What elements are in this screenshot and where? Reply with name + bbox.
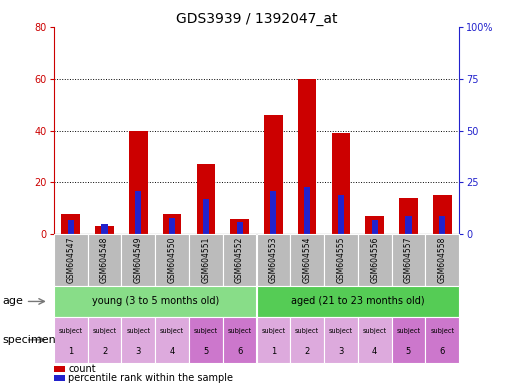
Bar — [264, 115, 283, 234]
Bar — [68, 220, 74, 234]
Bar — [62, 214, 80, 234]
Bar — [425, 234, 459, 286]
Bar — [54, 375, 65, 381]
Bar — [270, 191, 277, 234]
Bar — [304, 187, 310, 234]
Bar — [405, 215, 411, 234]
Text: GSM604553: GSM604553 — [269, 237, 278, 283]
Bar — [135, 191, 142, 234]
Bar — [236, 222, 243, 234]
Bar — [196, 164, 215, 234]
Bar — [298, 79, 317, 234]
Bar — [391, 317, 425, 363]
Text: 6: 6 — [440, 347, 445, 356]
Bar — [95, 227, 114, 234]
Bar — [155, 234, 189, 286]
Text: GSM604558: GSM604558 — [438, 237, 447, 283]
Text: subject: subject — [58, 328, 83, 334]
Text: GSM604556: GSM604556 — [370, 237, 379, 283]
Text: GSM604550: GSM604550 — [168, 237, 176, 283]
Text: GSM604552: GSM604552 — [235, 237, 244, 283]
Bar — [189, 317, 223, 363]
Text: subject: subject — [194, 328, 218, 334]
Bar — [290, 234, 324, 286]
Bar — [358, 234, 391, 286]
Bar — [365, 216, 384, 234]
Bar — [324, 234, 358, 286]
Text: 5: 5 — [203, 347, 208, 356]
Text: GSM604547: GSM604547 — [66, 237, 75, 283]
Text: GSM604549: GSM604549 — [134, 237, 143, 283]
Text: 2: 2 — [305, 347, 310, 356]
Bar — [256, 234, 290, 286]
Text: GSM604548: GSM604548 — [100, 237, 109, 283]
Bar — [122, 234, 155, 286]
Bar — [338, 195, 344, 234]
Bar — [371, 220, 378, 234]
Bar — [54, 234, 88, 286]
Bar — [54, 317, 88, 363]
Text: young (3 to 5 months old): young (3 to 5 months old) — [91, 296, 219, 306]
Bar — [163, 214, 182, 234]
Text: age: age — [3, 296, 24, 306]
Bar — [256, 317, 290, 363]
Bar — [425, 317, 459, 363]
Text: 3: 3 — [338, 347, 344, 356]
Bar — [102, 224, 108, 234]
Bar — [129, 131, 148, 234]
Bar — [122, 317, 155, 363]
Text: aged (21 to 23 months old): aged (21 to 23 months old) — [291, 296, 425, 306]
Text: subject: subject — [160, 328, 184, 334]
Text: subject: subject — [92, 328, 116, 334]
Bar — [399, 198, 418, 234]
Bar — [358, 317, 391, 363]
Bar — [189, 234, 223, 286]
Bar — [439, 215, 445, 234]
Bar — [88, 317, 122, 363]
Text: 4: 4 — [372, 347, 378, 356]
Text: subject: subject — [228, 328, 252, 334]
Text: GSM604555: GSM604555 — [337, 237, 345, 283]
Text: GSM604551: GSM604551 — [201, 237, 210, 283]
Bar — [230, 219, 249, 234]
Text: GSM604554: GSM604554 — [303, 237, 312, 283]
Text: subject: subject — [363, 328, 387, 334]
Bar — [223, 317, 256, 363]
Text: subject: subject — [397, 328, 421, 334]
Text: specimen: specimen — [3, 335, 56, 345]
Text: 6: 6 — [237, 347, 242, 356]
Bar — [256, 286, 459, 317]
Text: 4: 4 — [169, 347, 175, 356]
Bar — [391, 234, 425, 286]
Text: 5: 5 — [406, 347, 411, 356]
Bar — [433, 195, 451, 234]
Text: 1: 1 — [68, 347, 73, 356]
Text: subject: subject — [126, 328, 150, 334]
Bar — [324, 317, 358, 363]
Bar — [169, 218, 175, 234]
Text: 1: 1 — [271, 347, 276, 356]
Bar — [331, 133, 350, 234]
Text: subject: subject — [430, 328, 455, 334]
Bar — [223, 234, 256, 286]
Bar — [54, 366, 65, 372]
Bar — [203, 199, 209, 234]
Text: count: count — [68, 364, 96, 374]
Text: percentile rank within the sample: percentile rank within the sample — [68, 373, 233, 383]
Text: subject: subject — [261, 328, 285, 334]
Title: GDS3939 / 1392047_at: GDS3939 / 1392047_at — [176, 12, 337, 26]
Bar — [155, 317, 189, 363]
Text: 3: 3 — [135, 347, 141, 356]
Bar — [54, 286, 256, 317]
Text: GSM604557: GSM604557 — [404, 237, 413, 283]
Text: subject: subject — [329, 328, 353, 334]
Text: 2: 2 — [102, 347, 107, 356]
Bar — [290, 317, 324, 363]
Text: subject: subject — [295, 328, 319, 334]
Bar — [88, 234, 122, 286]
